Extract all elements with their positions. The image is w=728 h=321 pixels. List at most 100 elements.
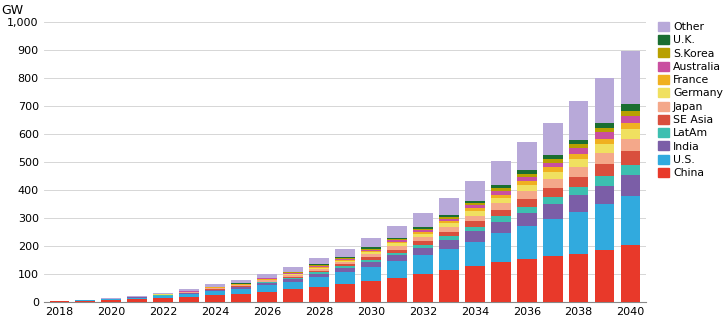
Bar — [257, 282, 277, 283]
Bar — [595, 176, 614, 186]
Bar — [543, 171, 563, 179]
Bar — [465, 211, 485, 216]
Bar — [595, 132, 614, 139]
Bar — [465, 231, 485, 241]
Bar — [621, 195, 641, 246]
Bar — [517, 174, 537, 177]
Bar — [232, 280, 251, 283]
Bar — [517, 199, 537, 207]
Bar — [621, 123, 641, 129]
Bar — [543, 187, 563, 197]
Bar — [491, 188, 510, 191]
Bar — [335, 268, 355, 272]
Bar — [414, 245, 432, 248]
Bar — [439, 237, 459, 240]
Bar — [257, 279, 277, 280]
Bar — [595, 78, 614, 123]
Bar — [439, 219, 459, 221]
Bar — [283, 274, 303, 275]
Bar — [154, 293, 173, 294]
Bar — [361, 247, 381, 248]
Bar — [595, 204, 614, 250]
Bar — [309, 287, 329, 302]
Bar — [361, 252, 381, 255]
Bar — [517, 207, 537, 213]
Bar — [283, 278, 303, 279]
Bar — [491, 161, 510, 185]
Bar — [387, 242, 407, 244]
Bar — [491, 233, 510, 262]
Bar — [283, 282, 303, 289]
Bar — [595, 164, 614, 176]
Bar — [361, 267, 381, 281]
Bar — [543, 155, 563, 159]
Bar — [101, 298, 121, 299]
Bar — [569, 101, 588, 140]
Bar — [335, 257, 355, 258]
Bar — [465, 241, 485, 266]
Bar — [387, 278, 407, 302]
Bar — [465, 180, 485, 201]
Bar — [621, 116, 641, 123]
Bar — [621, 129, 641, 139]
Bar — [283, 267, 303, 272]
Bar — [361, 238, 381, 247]
Bar — [465, 221, 485, 227]
Bar — [309, 274, 329, 277]
Bar — [595, 139, 614, 144]
Bar — [517, 177, 537, 181]
Bar — [205, 291, 225, 295]
Bar — [361, 248, 381, 250]
Bar — [517, 143, 537, 170]
Bar — [517, 213, 537, 226]
Bar — [414, 248, 432, 255]
Bar — [387, 246, 407, 250]
Bar — [439, 223, 459, 227]
Bar — [309, 267, 329, 269]
Bar — [465, 201, 485, 203]
Bar — [257, 285, 277, 291]
Bar — [569, 254, 588, 302]
Bar — [517, 181, 537, 185]
Bar — [543, 219, 563, 256]
Bar — [465, 205, 485, 209]
Bar — [387, 226, 407, 238]
Bar — [491, 195, 510, 198]
Bar — [569, 154, 588, 159]
Bar — [101, 299, 121, 300]
Bar — [205, 288, 225, 289]
Bar — [414, 241, 432, 245]
Bar — [491, 262, 510, 302]
Bar — [335, 266, 355, 268]
Bar — [232, 287, 251, 289]
Bar — [361, 250, 381, 251]
Bar — [621, 51, 641, 104]
Bar — [439, 249, 459, 270]
Bar — [543, 256, 563, 302]
Bar — [335, 261, 355, 262]
Bar — [387, 238, 407, 239]
Bar — [517, 191, 537, 199]
Bar — [543, 159, 563, 163]
Bar — [387, 244, 407, 246]
Bar — [387, 253, 407, 255]
Bar — [621, 176, 641, 195]
Bar — [569, 177, 588, 187]
Bar — [335, 258, 355, 259]
Bar — [491, 210, 510, 216]
Bar — [335, 262, 355, 265]
Bar — [491, 203, 510, 210]
Bar — [439, 240, 459, 249]
Bar — [50, 301, 69, 302]
Text: GW: GW — [1, 4, 23, 16]
Bar — [335, 265, 355, 266]
Bar — [569, 167, 588, 177]
Bar — [101, 300, 121, 302]
Bar — [414, 274, 432, 302]
Bar — [543, 197, 563, 204]
Bar — [205, 290, 225, 291]
Bar — [335, 259, 355, 260]
Bar — [232, 294, 251, 302]
Bar — [491, 198, 510, 203]
Bar — [491, 216, 510, 222]
